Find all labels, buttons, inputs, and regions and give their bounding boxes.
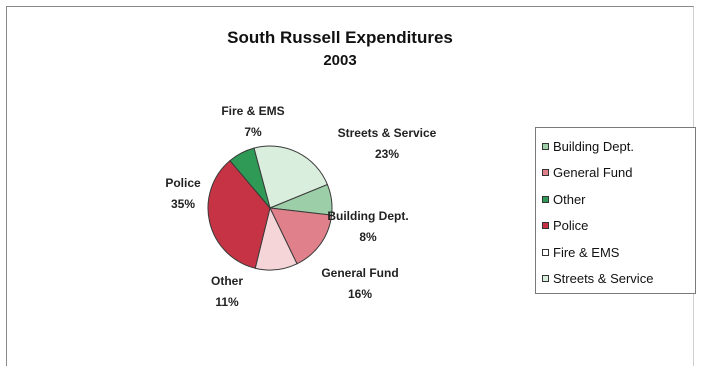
- pie-slice-general-fund: [269, 207, 333, 265]
- slice-label: Other: [211, 274, 243, 288]
- slice-percent-label: 11%: [215, 295, 239, 309]
- slice-percent-label: 16%: [348, 287, 372, 301]
- legend-swatch: [542, 248, 549, 256]
- legend-item: General Fund: [542, 160, 695, 187]
- legend-swatch: [542, 275, 549, 283]
- slice-percent-label: 7%: [244, 125, 262, 139]
- pie-slice-police: [207, 159, 271, 269]
- legend-item: Building Dept.: [542, 133, 695, 160]
- pie-slices: [207, 145, 333, 271]
- legend-swatch: [542, 142, 549, 150]
- slice-label: General Fund: [321, 266, 398, 280]
- legend-swatch: [542, 222, 549, 230]
- slice-percent-label: 8%: [359, 230, 377, 244]
- chart-legend: Building Dept. General Fund Other Police Fir…: [535, 127, 696, 294]
- legend-item: Fire & EMS: [542, 239, 695, 266]
- legend-item: Police: [542, 213, 695, 240]
- legend-label: Fire & EMS: [553, 244, 620, 260]
- legend-label: General Fund: [553, 165, 633, 181]
- slice-label: Building Dept.: [327, 209, 408, 223]
- slice-label: Streets & Service: [338, 126, 437, 140]
- pie-slice-fire-ems: [229, 147, 271, 209]
- legend-swatch: [542, 195, 549, 203]
- legend-label: Streets & Service: [553, 271, 654, 287]
- slice-percent-label: 35%: [171, 197, 195, 211]
- chart-subtitle: 2003: [323, 52, 357, 69]
- pie-chart: Streets & Service 23% Building Dept. 8% Gene…: [165, 104, 436, 309]
- slice-percent-label: 23%: [375, 147, 399, 161]
- legend-label: Other: [553, 191, 586, 207]
- legend-swatch: [542, 169, 549, 177]
- legend-item: Other: [542, 186, 695, 213]
- legend-item: Streets & Service: [542, 266, 695, 293]
- pie-slice-streets-service: [253, 145, 329, 209]
- slice-label: Fire & EMS: [221, 104, 284, 118]
- chart-title: South Russell Expenditures: [227, 28, 453, 47]
- legend-label: Building Dept.: [553, 138, 634, 154]
- pie-labels: Streets & Service 23% Building Dept. 8% Gene…: [165, 104, 436, 309]
- legend-label: Police: [553, 218, 589, 234]
- slice-label: Police: [165, 176, 201, 190]
